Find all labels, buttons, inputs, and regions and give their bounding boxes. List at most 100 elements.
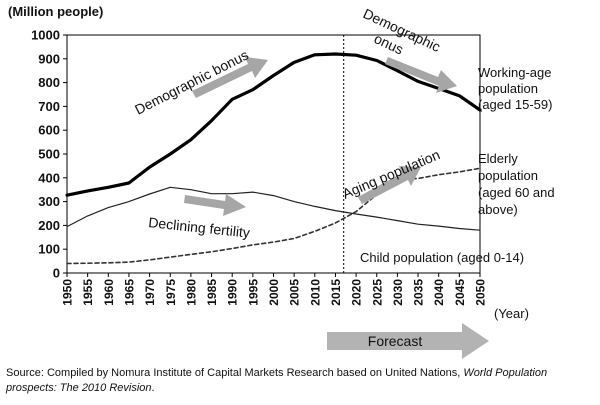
elderly-data-point [87,263,88,264]
child-data-point [376,216,377,217]
working-age-label-line3: (aged 15-59) [478,97,552,112]
child-data-point [128,201,129,202]
forecast-label: Forecast [368,333,423,349]
elderly-data-point [273,241,274,242]
elderly-label-line1: Elderly [478,151,518,166]
x-tick-label: 2035 [412,279,426,306]
child-data-point [397,220,398,221]
elderly-data-point [294,238,295,239]
elderly-data-point [149,259,150,260]
child-data-point [211,193,212,194]
y-tick-label: 1000 [31,28,60,43]
x-tick-label: 1980 [184,279,198,306]
x-tick-label: 1950 [61,279,75,306]
forecast-arrow [327,323,489,359]
x-tick-label: 2025 [370,279,384,306]
x-tick-label: 2020 [350,279,364,306]
elderly-label-line3: (aged 60 and [478,185,555,200]
working-age-data-point [87,190,88,191]
x-tick-label: 2030 [391,279,405,306]
working-age-data-point [314,54,315,55]
elderly-label-line4: above) [478,202,518,217]
source-text: Source: Compiled by Nomura Institute of … [6,367,464,379]
elderly-data-point [170,256,171,257]
child-data-point [108,207,109,208]
y-tick-label: 700 [38,99,60,114]
elderly-data-point [314,231,315,232]
x-tick-label: 1990 [226,279,240,306]
y-tick-label: 0 [53,266,60,281]
y-tick-label: 500 [38,147,60,162]
y-tick-label: 200 [38,218,60,233]
child-data-point [335,210,336,211]
elderly-data-point [108,262,109,263]
working-age-data-point [356,55,357,56]
x-tick-label: 1985 [205,279,219,306]
elderly-data-point [232,248,233,249]
declining-fertility-arrow [184,194,246,216]
working-age-series-line [65,52,482,197]
x-tick-label: 2045 [453,279,467,306]
aging-population-arrow [358,166,421,204]
x-tick-label: 2015 [329,279,343,306]
x-tick-label: 1955 [81,279,95,306]
child-data-point [438,226,439,227]
x-tick-label: 2040 [432,279,446,306]
child-data-point [66,226,67,227]
x-tick-label: 2050 [474,279,488,306]
working-age-data-point [376,60,377,61]
y-tick-label: 300 [38,194,60,209]
elderly-data-point [66,263,67,264]
working-age-label-line2: population [478,81,538,96]
child-series-line [66,186,481,231]
y-axis-unit: (Million people) [8,4,103,19]
x-tick-label: 1970 [143,279,157,306]
child-data-point [459,228,460,229]
child-population-label: Child population (aged 0-14) [360,250,524,265]
working-age-data-point [417,81,418,82]
elderly-data-point [211,251,212,252]
x-tick-label: 1965 [122,279,136,306]
child-data-point [232,193,233,194]
working-age-data-point [294,62,295,63]
child-data-point [417,224,418,225]
x-axis-unit: (Year) [494,306,529,321]
x-tick-label: 1975 [164,279,178,306]
source-title: World Population prospects: The 2010 Rev… [6,367,548,394]
elderly-label-line2: population [478,168,538,183]
working-age-data-point [149,166,150,167]
demographic-onus-arrow [385,57,457,93]
working-age-data-point [170,153,171,154]
working-age-data-point [459,95,460,96]
child-data-point [149,193,150,194]
elderly-data-point [335,222,336,223]
working-age-data-point [335,53,336,54]
elderly-data-point [459,171,460,172]
working-age-data-point [232,99,233,100]
series-layer [65,52,482,265]
x-tick-label: 2005 [288,279,302,306]
x-tick-label: 2000 [267,279,281,306]
child-data-point [294,201,295,202]
x-tick-label: 1995 [246,279,260,306]
working-age-data-point [66,195,67,196]
working-age-data-point [252,89,253,90]
elderly-data-point [356,211,357,212]
elderly-data-point [128,261,129,262]
axes: 0 100 200 300 400 500 600 700 800 900 1000 1950 1955… [8,4,529,321]
source-note: Source: Compiled by Nomura Institute of … [6,366,596,396]
x-tick-label: 2010 [308,279,322,306]
y-tick-label: 400 [38,170,60,185]
child-data-point [252,191,253,192]
working-age-data-point [211,120,212,121]
working-age-data-point [273,75,274,76]
working-age-data-point [190,139,191,140]
child-data-point [170,187,171,188]
working-age-label-line1: Working-age [478,65,551,80]
elderly-data-point [252,244,253,245]
child-data-point [273,195,274,196]
child-data-point [479,230,480,231]
child-data-point [190,189,191,190]
